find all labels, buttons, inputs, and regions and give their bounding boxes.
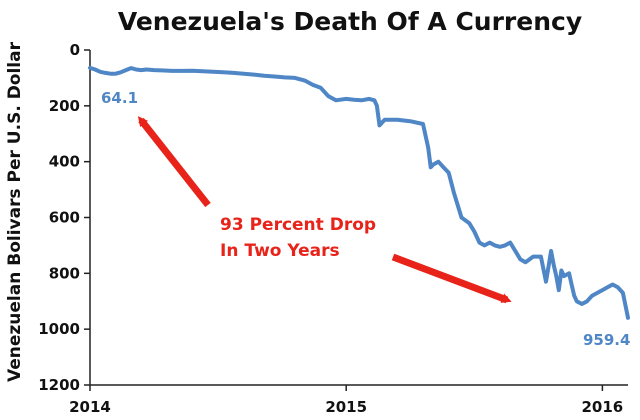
x-axis-ticks: 2014 2015 2016: [69, 385, 623, 416]
series-line-bolivar-rate: [88, 65, 630, 320]
annotation-text-line2: In Two Years: [220, 241, 340, 261]
y-tick-label: 400: [49, 153, 80, 171]
data-label-end: 959.4: [583, 331, 630, 349]
chart-title: Venezuela's Death Of A Currency: [118, 7, 582, 36]
y-axis-label: Venezuelan Bolivars Per U.S. Dollar: [5, 41, 25, 382]
y-tick-label: 800: [49, 264, 80, 282]
annotation-arrow-up: [137, 116, 211, 208]
y-tick-label: 1200: [38, 376, 80, 394]
x-tick-label: 2015: [325, 398, 367, 416]
annotation-text-line1: 93 Percent Drop: [220, 215, 376, 235]
annotation-arrow-down: [391, 253, 512, 304]
x-tick-label: 2016: [582, 398, 624, 416]
y-tick-label: 600: [49, 209, 80, 227]
data-label-start: 64.1: [101, 89, 138, 107]
y-tick-label: 0: [70, 41, 80, 59]
y-tick-label: 200: [49, 97, 80, 115]
y-tick-label: 1000: [38, 320, 80, 338]
x-tick-label: 2014: [69, 398, 111, 416]
y-axis-ticks: 0 200 400 600 800 1000 1200: [38, 41, 90, 394]
